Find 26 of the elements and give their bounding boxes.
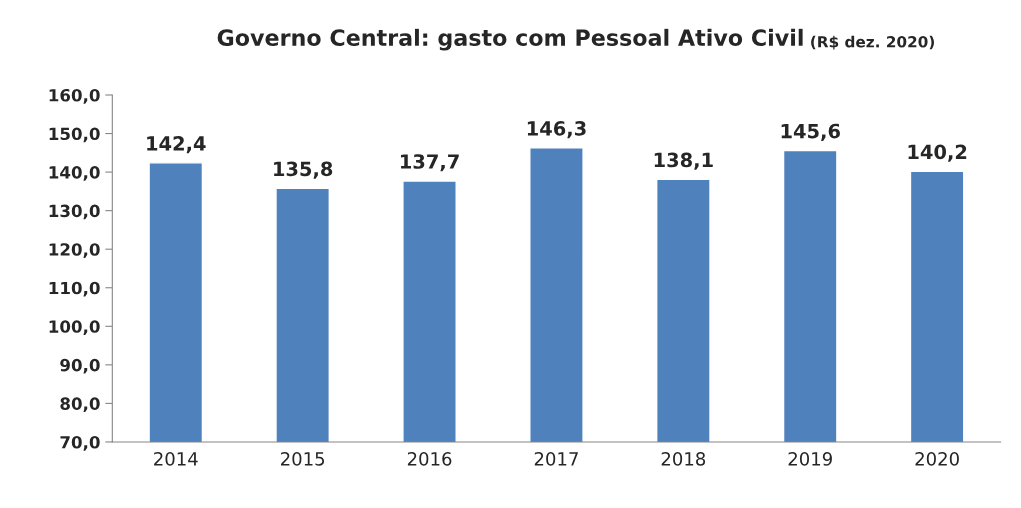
y-tick-label: 140,0 — [49, 166, 100, 181]
y-tick-label: 80,0 — [60, 397, 100, 413]
chart-subtitle: (R$ dez. 2020) — [811, 35, 934, 50]
y-tick-label: 90,0 — [60, 358, 100, 374]
data-label: 146,3 — [527, 121, 586, 139]
data-label: 142,4 — [147, 136, 206, 154]
data-label: 137,7 — [400, 154, 459, 172]
y-tick-label: 160,0 — [49, 88, 100, 104]
data-label: 135,8 — [274, 161, 333, 179]
y-tick-label: 100,0 — [49, 320, 100, 335]
data-label: 140,2 — [908, 144, 967, 162]
chart-title: Governo Central: gasto com Pessoal Ativo Civil — [217, 28, 803, 51]
x-tick-label: 2016 — [407, 452, 452, 466]
y-tick-label: 110,0 — [49, 281, 100, 297]
data-label: 138,1 — [654, 152, 713, 170]
x-tick-label: 2019 — [788, 452, 832, 466]
y-tick-label: 70,0 — [60, 435, 100, 451]
x-tick-label: 2018 — [661, 452, 706, 466]
x-tick-label: 2017 — [534, 452, 578, 466]
y-tick-label: 130,0 — [49, 204, 100, 220]
x-tick-label: 2015 — [281, 452, 325, 466]
y-tick-label: 120,0 — [49, 243, 100, 258]
data-label: 145,6 — [781, 123, 840, 141]
x-tick-label: 2020 — [915, 452, 959, 466]
x-tick-label: 2014 — [154, 452, 198, 466]
y-tick-label: 150,0 — [49, 127, 100, 143]
